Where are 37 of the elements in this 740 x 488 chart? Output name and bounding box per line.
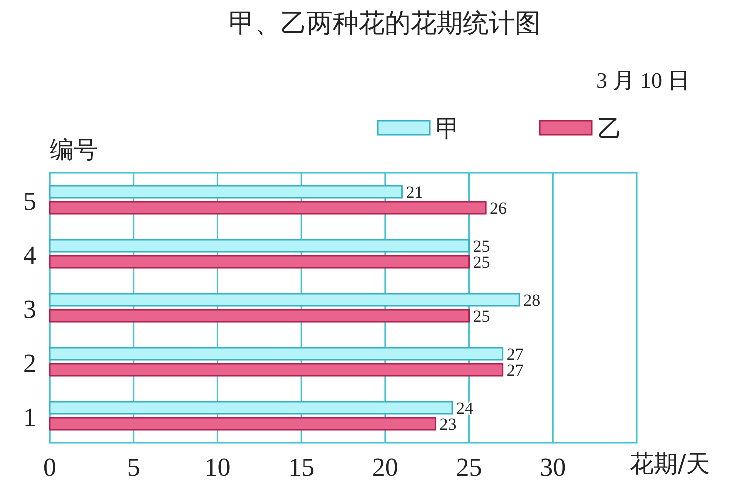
y-tick-label: 4 bbox=[24, 241, 36, 270]
data-label: 28 bbox=[524, 291, 541, 310]
data-label: 27 bbox=[506, 345, 524, 364]
y-axis-title: 编号 bbox=[50, 136, 98, 164]
y-tick-label: 2 bbox=[24, 349, 36, 378]
x-tick-label: 10 bbox=[204, 453, 231, 482]
bar bbox=[49, 363, 504, 377]
bar bbox=[49, 417, 436, 431]
data-label: 25 bbox=[473, 307, 490, 326]
y-tick-label: 3 bbox=[24, 295, 36, 324]
chart-subtitle: 3 月 10 日 bbox=[596, 68, 690, 93]
data-label: 23 bbox=[440, 415, 457, 434]
legend-label: 甲 bbox=[436, 115, 460, 143]
data-label: 25 bbox=[473, 237, 490, 256]
x-tick-label: 0 bbox=[44, 453, 56, 482]
bar bbox=[49, 255, 470, 269]
data-label: 25 bbox=[473, 253, 490, 272]
bar bbox=[49, 239, 470, 253]
x-tick-label: 20 bbox=[372, 453, 398, 482]
bar bbox=[49, 293, 520, 307]
bar bbox=[49, 185, 403, 199]
bar bbox=[49, 401, 454, 415]
data-label: 21 bbox=[406, 183, 424, 202]
bar bbox=[49, 309, 470, 323]
bar bbox=[49, 347, 504, 361]
y-tick-label: 1 bbox=[24, 403, 36, 432]
data-label: 27 bbox=[506, 361, 524, 380]
data-label: 26 bbox=[490, 199, 508, 218]
x-tick-label: 25 bbox=[456, 453, 482, 482]
x-tick-label: 15 bbox=[288, 453, 315, 482]
x-axis-title: 花期/天 bbox=[630, 450, 710, 478]
x-tick-label: 30 bbox=[540, 453, 566, 482]
x-tick-label: 5 bbox=[127, 453, 140, 482]
legend-label: 乙 bbox=[598, 115, 622, 143]
bar bbox=[49, 201, 487, 215]
y-tick-label: 5 bbox=[24, 187, 36, 216]
chart-title: 甲、乙两种花的花期统计图 bbox=[229, 9, 541, 39]
